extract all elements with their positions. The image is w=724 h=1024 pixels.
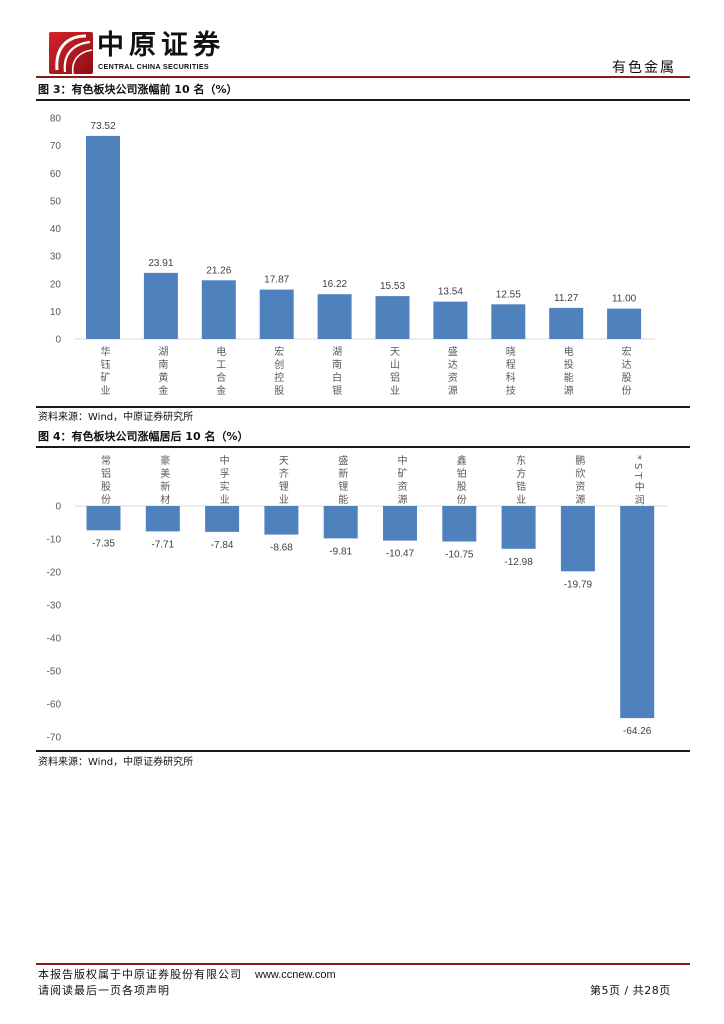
chart2-category-label: 中孚实业 [217, 455, 229, 507]
chart1-category-label: 湖南黄金 [155, 346, 167, 398]
chart2-value-label: -7.35 [92, 538, 115, 549]
chart2-ytick-label: -50 [47, 667, 62, 678]
chart2-category-label: 东方锆业 [513, 455, 525, 507]
chart2-category-label: 鑫铂股份 [454, 455, 466, 507]
chart1-svg: 80 70 60 50 40 30 20 10 0 73.52 23.91 21.26 17.87 16.… [50, 114, 655, 346]
chart1-bar [375, 296, 410, 339]
chart2-ytick-label: 0 [55, 502, 61, 513]
chart2-bar [145, 506, 180, 532]
chart1-ytick-label: 80 [50, 114, 62, 125]
chart2-bar [442, 506, 477, 542]
logo-company-name-en: CENTRAL CHINA SECURITIES [98, 62, 210, 71]
chart1-bar [607, 308, 642, 339]
chart2-bar [383, 506, 417, 541]
chart2-bar [560, 506, 595, 572]
figure-4-top-rule [36, 446, 690, 448]
chart2-ytick-label: -60 [47, 700, 62, 711]
chart1-value-label: 11.27 [554, 293, 579, 304]
chart1-bar [143, 272, 178, 339]
chart2-value-label: -7.84 [211, 540, 234, 551]
chart2-value-label: -12.98 [504, 557, 533, 568]
chart2-category-label: *ST中润 [632, 455, 644, 508]
chart2-ytick-label: -30 [47, 601, 62, 612]
chart1-value-label: 11.00 [612, 294, 637, 305]
chart2-value-label: -10.47 [386, 549, 415, 560]
chart2-category-label: 天齐锂业 [276, 455, 288, 507]
chart2-category-label: 盛新锂能 [335, 455, 347, 507]
chart1-ytick-label: 30 [50, 252, 62, 263]
chart1-value-label: 16.22 [322, 279, 347, 290]
header-divider [36, 76, 690, 78]
chart2-bar [205, 506, 240, 532]
chart1-bar [259, 289, 294, 339]
chart1-value-label: 13.54 [438, 287, 463, 298]
figure-4-title: 图 4：有色板块公司涨幅居后 10 名（%） [38, 430, 249, 443]
chart1-value-label: 23.91 [148, 258, 173, 269]
chart1-bar [86, 135, 120, 339]
page-number: 第5页 / 共28页 [590, 984, 671, 997]
chart1-category-label: 晓程科技 [503, 346, 515, 398]
chart2-bar [501, 506, 536, 549]
chart2-bar [323, 506, 358, 539]
chart1-ytick-label: 70 [50, 141, 62, 152]
chart1-ytick-label: 20 [50, 279, 62, 290]
chart1-bar [549, 307, 584, 339]
chart2-bar [620, 506, 655, 719]
chart1-bar [317, 294, 352, 339]
chart1-category-label: 电投能源 [561, 346, 573, 398]
chart2-value-label: -7.71 [151, 539, 174, 550]
chart1-value-label: 73.52 [90, 121, 115, 132]
figure-4-bottom-rule [36, 750, 690, 752]
chart1-ytick-label: 10 [50, 307, 62, 318]
chart2-category-label: 鹏欣资源 [572, 455, 584, 507]
chart2-category-label: 中矿资源 [395, 455, 406, 507]
chart1-category-label: 宏达股份 [619, 346, 631, 398]
chart2-ytick-label: -40 [47, 634, 62, 645]
chart1-ytick-label: 40 [50, 224, 62, 235]
chart1-value-label: 17.87 [264, 275, 289, 286]
chart1-ytick-label: 0 [55, 335, 61, 346]
chart1-bar [491, 304, 526, 339]
chart1-category-label: 盛达资源 [445, 346, 457, 398]
footer-website-link[interactable]: www.ccnew.com [255, 969, 336, 981]
chart2-value-label: -64.26 [623, 726, 652, 737]
chart2-value-label: -9.81 [329, 546, 352, 557]
chart1-value-label: 12.55 [496, 289, 521, 300]
figure-3-title: 图 3：有色板块公司涨幅前 10 名（%） [38, 83, 238, 96]
footer-copyright: 本报告版权属于中原证券股份有限公司 [38, 968, 242, 981]
chart2-ytick-label: -10 [47, 535, 62, 546]
logo-company-name: 中原证券 [97, 30, 225, 61]
chart2-ytick-label: -20 [47, 568, 62, 579]
chart1-category-label: 宏创控股 [271, 346, 283, 398]
footer-disclaimer: 请阅读最后一页各项声明 [38, 984, 170, 997]
chart2-value-label: -8.68 [270, 543, 293, 554]
chart1-ytick-label: 60 [50, 169, 62, 180]
chart2-value-label: -10.75 [445, 550, 474, 561]
chart2-category-label: 豪美新材 [157, 455, 169, 507]
chart1-bar [433, 301, 468, 339]
figure-3-top-rule [36, 99, 690, 101]
figure-3-source: 资料来源：Wind，中原证券研究所 [38, 412, 194, 423]
chart1-category-label: 天山铝业 [387, 346, 399, 398]
chart2-ytick-label: -70 [47, 733, 62, 744]
chart1-category-label: 华钰矿业 [98, 346, 109, 398]
figure-4-source: 资料来源：Wind，中原证券研究所 [38, 757, 194, 768]
chart2-value-label: -19.79 [564, 579, 593, 590]
chart1-ytick-label: 50 [50, 196, 62, 207]
section-title: 有色金属 [612, 60, 676, 76]
chart1-category-label: 湖南白银 [329, 346, 341, 398]
chart2-bar [264, 506, 299, 535]
chart1-category-label: 电工合金 [213, 346, 225, 398]
company-logo-icon [49, 32, 93, 74]
chart2-bar [86, 506, 121, 531]
chart1-value-label: 21.26 [206, 265, 231, 276]
chart1-value-label: 15.53 [380, 281, 405, 292]
chart2-category-label: 常铝股份 [98, 455, 110, 507]
chart1-bar [201, 280, 236, 339]
figure-3-bottom-rule [36, 406, 690, 408]
chart2-svg: 0 -10 -20 -30 -40 -50 -60 -70 -7.35 -7.71 -7.84 -8.… [47, 502, 668, 744]
footer-divider [36, 963, 690, 965]
